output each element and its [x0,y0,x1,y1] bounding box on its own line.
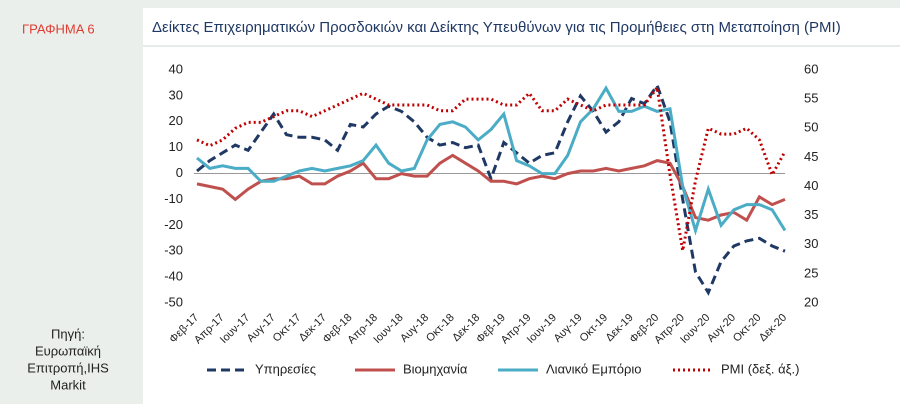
y2-tick-label: 35 [804,207,818,222]
y-tick-label: 30 [169,87,183,102]
source-text: Ευρωπαϊκή [35,343,101,358]
y2-tick-label: 20 [804,294,818,309]
y2-tick-label: 40 [804,178,818,193]
y2-tick-label: 45 [804,149,818,164]
chart-title: Δείκτες Επιχειρηματικών Προσδοκιών και Δ… [152,19,841,36]
y-tick-label: 40 [169,61,183,76]
y2-tick-label: 25 [804,265,818,280]
y-tick-label: -30 [164,243,183,258]
legend-label: PMI (δεξ. άξ.) [721,361,799,376]
y-tick-label: -10 [164,191,183,206]
y-tick-label: 10 [169,139,183,154]
y-tick-label: 0 [176,165,183,180]
source-text: Πηγή: [51,326,85,341]
source-text: Markit [50,377,86,392]
chart-panel [143,8,900,404]
y-tick-label: -50 [164,294,183,309]
y2-tick-label: 55 [804,91,818,106]
legend-label: Λιανικό Εμπόριο [546,361,642,376]
legend-label: Υπηρεσίες [255,361,316,376]
y2-tick-label: 50 [804,120,818,135]
legend-label: Βιομηχανία [403,361,468,376]
y2-tick-label: 30 [804,236,818,251]
series-line [196,85,787,236]
y-tick-label: -20 [164,217,183,232]
y-tick-label: 20 [169,113,183,128]
y-tick-label: -40 [164,269,183,284]
source-text: Επιτροπή,IHS [27,360,109,375]
figure-label: ΓΡΑΦΗΜΑ 6 [22,21,95,36]
series-line [196,83,787,251]
y2-tick-label: 60 [804,61,818,76]
